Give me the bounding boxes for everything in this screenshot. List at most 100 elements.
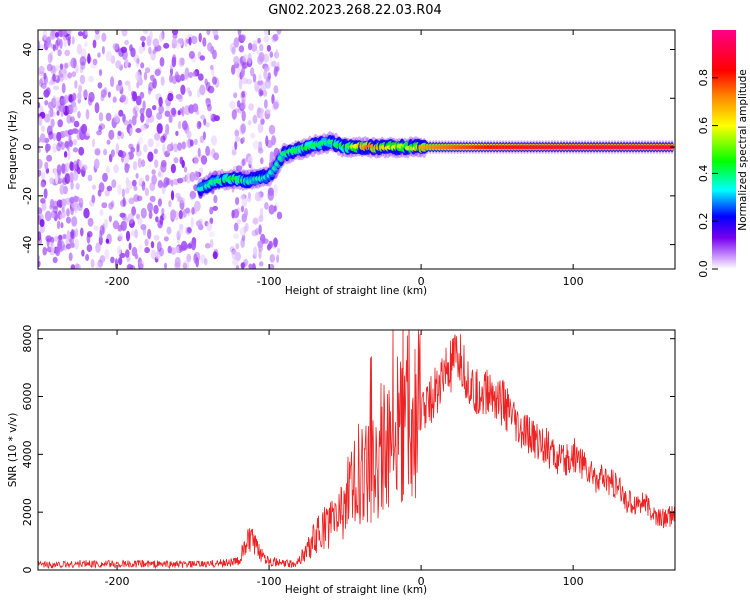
- heatmap-cell: [241, 197, 248, 208]
- heatmap-cell: [269, 51, 274, 58]
- heatmap-cell: [38, 260, 41, 267]
- x-tick-label: 100: [563, 575, 584, 588]
- heatmap-cell: [177, 38, 184, 44]
- heatmap-cell: [233, 92, 238, 99]
- heatmap-cell: [168, 114, 173, 123]
- heatmap-cell: [259, 111, 264, 120]
- heatmap-cell: [149, 30, 153, 40]
- heatmap-cell: [187, 227, 192, 234]
- heatmap-cell: [56, 131, 62, 142]
- heatmap-cell: [139, 91, 145, 99]
- heatmap-cell: [78, 197, 84, 208]
- heatmap-cell: [170, 179, 174, 187]
- heatmap-cell: [38, 255, 41, 262]
- heatmap-cell: [173, 157, 179, 164]
- heatmap-cell: [140, 113, 145, 123]
- heatmap-cell: [91, 194, 96, 204]
- heatmap-cell: [77, 111, 81, 119]
- heatmap-cell: [40, 82, 47, 89]
- heatmap-cell: [120, 94, 126, 102]
- heatmap-cell: [46, 63, 53, 72]
- colorbar-tick-label: 0.8: [697, 69, 710, 87]
- heatmap-cell: [101, 46, 105, 55]
- heatmap-cell: [189, 190, 197, 199]
- heatmap-cell: [259, 43, 264, 52]
- heatmap-cell: [147, 138, 154, 148]
- heatmap-cell: [132, 91, 138, 102]
- heatmap-cell: [52, 143, 58, 153]
- heatmap-cell: [452, 145, 457, 150]
- heatmap-cell: [174, 262, 181, 269]
- heatmap-cell: [63, 94, 69, 104]
- heatmap-cell: [247, 192, 251, 199]
- heatmap-cell: [131, 206, 137, 216]
- heatmap-cell: [275, 48, 279, 60]
- heatmap-cell: [273, 85, 279, 94]
- heatmap-cell: [167, 245, 172, 254]
- heatmap-cell: [428, 145, 433, 150]
- heatmap-cell: [247, 42, 253, 51]
- heatmap-cell: [163, 42, 170, 49]
- heatmap-cell: [135, 128, 142, 133]
- heatmap-cell: [118, 48, 124, 57]
- heatmap-cell: [267, 243, 271, 251]
- heatmap-cell: [142, 30, 149, 35]
- heatmap-cell: [237, 30, 242, 37]
- heatmap-cell: [164, 110, 171, 117]
- heatmap-cell: [108, 202, 114, 210]
- heatmap-cell: [47, 109, 54, 116]
- heatmap-cell: [534, 145, 539, 150]
- heatmap-cell: [74, 238, 80, 250]
- heatmap-cell: [257, 123, 264, 134]
- heatmap-cell: [75, 182, 80, 190]
- heatmap-cell: [63, 73, 69, 81]
- heatmap-cell: [189, 171, 196, 182]
- heatmap-cell: [175, 130, 179, 137]
- heatmap-cell: [498, 145, 503, 150]
- heatmap-cell: [240, 205, 245, 213]
- heatmap-cell: [79, 74, 86, 85]
- heatmap-cell: [622, 145, 627, 150]
- heatmap-cell: [142, 226, 146, 236]
- heatmap-cell: [205, 98, 211, 103]
- heatmap-cell: [190, 217, 194, 229]
- heatmap-cell: [125, 249, 130, 258]
- heatmap-cell: [199, 84, 206, 96]
- heatmap-cell: [72, 92, 77, 101]
- heatmap-cell: [56, 37, 61, 47]
- heatmap-cell: [510, 145, 515, 150]
- heatmap-cell: [455, 145, 460, 150]
- heatmap-cell: [522, 145, 527, 150]
- heatmap-cell: [158, 96, 163, 107]
- heatmap-cell: [262, 89, 268, 97]
- heatmap-cell: [269, 254, 275, 263]
- heatmap-cell: [546, 145, 551, 150]
- heatmap-cell: [507, 145, 512, 150]
- heatmap-cell: [271, 60, 277, 68]
- heatmap-cell: [136, 143, 140, 153]
- heatmap-cell: [106, 185, 113, 192]
- heatmap-cell: [105, 50, 112, 62]
- heatmap-cell: [241, 77, 248, 85]
- heatmap-cell: [191, 239, 197, 251]
- heatmap-cell: [145, 174, 150, 182]
- heatmap-cell: [119, 212, 126, 218]
- heatmap-cell: [62, 30, 68, 36]
- colorbar-tick-label: 0.0: [697, 260, 710, 278]
- heatmap-cell: [117, 245, 122, 255]
- heatmap-cell: [259, 89, 264, 96]
- heatmap-cell: [242, 54, 249, 63]
- heatmap-cell: [84, 41, 88, 48]
- heatmap-cell: [235, 243, 240, 250]
- heatmap-cell: [197, 73, 204, 81]
- heatmap-cell: [110, 76, 115, 88]
- heatmap-cell: [175, 192, 181, 199]
- heatmap-cell: [184, 72, 190, 80]
- heatmap-cell: [135, 71, 141, 81]
- heatmap-cell: [189, 139, 194, 147]
- heatmap-cell: [47, 53, 53, 64]
- heatmap-cell: [127, 213, 135, 224]
- heatmap-cell: [141, 180, 146, 191]
- heatmap-cell: [258, 52, 265, 63]
